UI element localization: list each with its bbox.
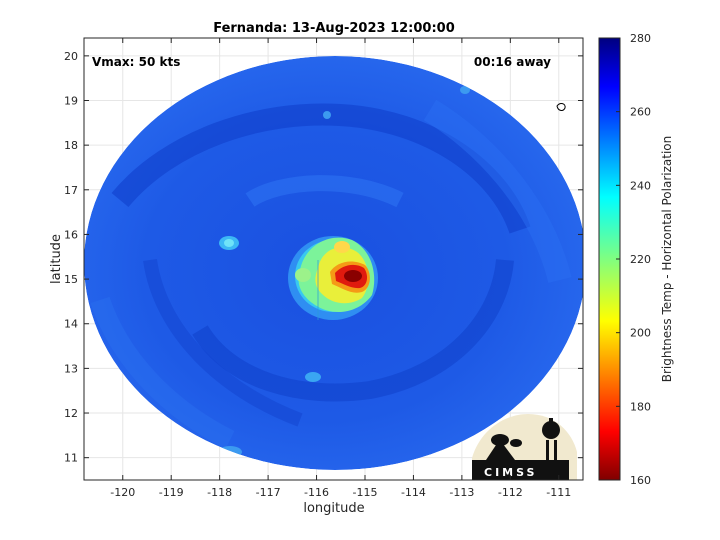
y-tick-label: 17 [64, 184, 78, 197]
brightness-temp-swath [84, 56, 583, 470]
y-tick-label: 13 [64, 362, 78, 375]
x-tick-label: -113 [449, 486, 474, 499]
x-tick-label: -120 [110, 486, 135, 499]
time-away-annotation: 00:16 away [474, 55, 551, 69]
x-tick-label: -116 [304, 486, 329, 499]
x-tick-label: -112 [498, 486, 523, 499]
colorbar-label: Brightness Temp - Horizontal Polarizatio… [660, 136, 674, 383]
x-tick-label: -117 [256, 486, 281, 499]
y-tick-label: 20 [64, 50, 78, 63]
colorbar-ticks: 160 180 200 220 240 260 280 [616, 32, 651, 487]
x-tick-label: -118 [207, 486, 232, 499]
y-tick-label: 11 [64, 452, 78, 465]
y-axis: 11 12 13 14 15 16 17 18 19 20 [64, 50, 583, 465]
y-tick-label: 16 [64, 228, 78, 241]
x-tick-label: -111 [546, 486, 571, 499]
x-tick-label: -115 [353, 486, 378, 499]
chart-title: Fernanda: 13-Aug-2023 12:00:00 [213, 21, 455, 36]
y-tick-label: 19 [64, 95, 78, 108]
colorbar-tick-label: 180 [630, 400, 651, 413]
colorbar-tick-label: 240 [630, 179, 651, 192]
x-tick-label: -119 [159, 486, 184, 499]
colorbar-tick-label: 260 [630, 106, 651, 119]
y-tick-label: 12 [64, 407, 78, 420]
x-axis: -120 -119 -118 -117 -116 -115 -114 -113 -112 -111 [110, 38, 571, 499]
vmax-annotation: Vmax: 50 kts [92, 55, 180, 69]
y-tick-label: 14 [64, 318, 78, 331]
y-tick-label: 18 [64, 139, 78, 152]
colorbar-tick-label: 280 [630, 32, 651, 45]
logo-text: CIMSS [484, 466, 537, 479]
axes-frame [83, 37, 584, 481]
x-axis-label: longitude [303, 501, 364, 516]
colorbar-tick-label: 200 [630, 327, 651, 340]
y-axis-label: latitude [49, 234, 64, 284]
y-tick-label: 15 [64, 273, 78, 286]
cimss-logo: CIMSS [472, 414, 577, 480]
colorbar-tick-label: 220 [630, 253, 651, 266]
x-tick-label: -114 [401, 486, 426, 499]
contour-marker [556, 103, 566, 111]
colorbar-tick-label: 160 [630, 474, 651, 487]
